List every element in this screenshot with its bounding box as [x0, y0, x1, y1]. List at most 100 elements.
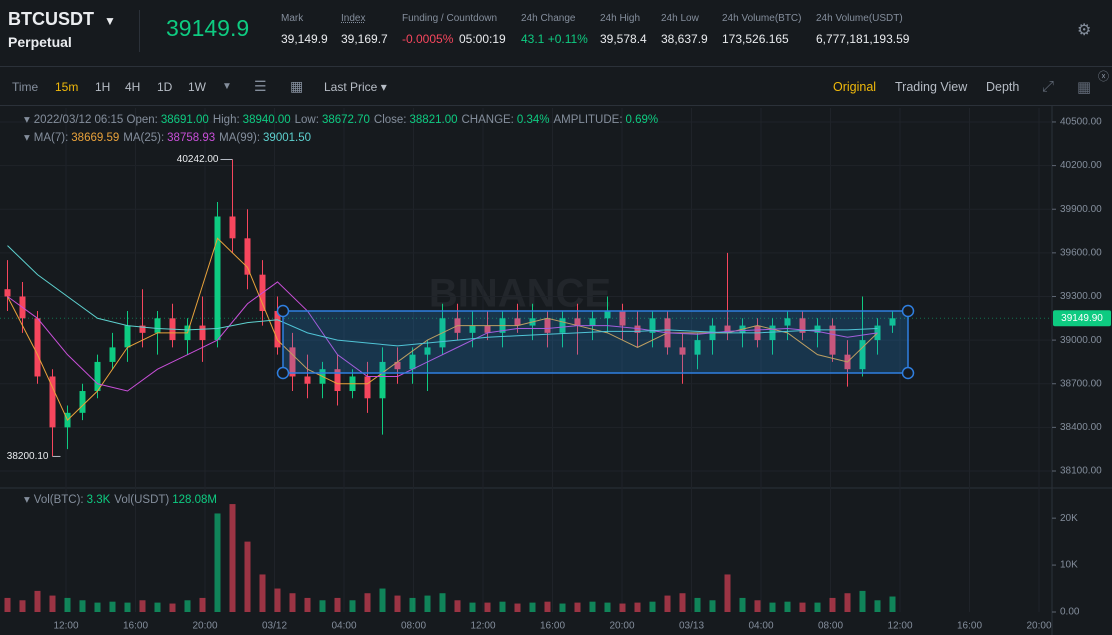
volume-legend: ▾ Vol(BTC): 3.3K Vol(USDT) 128.08M	[24, 494, 218, 506]
stat-label: 24h Volume(USDT)	[816, 13, 903, 24]
candle-body	[799, 318, 806, 333]
interval[interactable]: 1W	[188, 80, 206, 94]
box-handle	[901, 304, 915, 318]
stat-value: 173,526.165	[722, 32, 789, 46]
volume-bar	[19, 600, 26, 612]
more-intervals[interactable]: ▼	[222, 81, 232, 92]
volume-bar	[154, 602, 161, 612]
volume-bar	[589, 601, 596, 612]
candle-body	[214, 216, 221, 341]
stat-value: 39,169.7	[341, 32, 388, 46]
ma-label: MA(25):	[123, 132, 165, 144]
volume-bar	[394, 595, 401, 612]
view-tab[interactable]: Trading View	[895, 80, 968, 94]
stat-countdown: 05:00:19	[459, 32, 506, 46]
volume-bar	[109, 601, 116, 612]
volume-bar	[289, 593, 296, 612]
candle-body	[304, 376, 311, 384]
y-tick-label: 39600.00	[1060, 247, 1102, 258]
candle-date: 2022/03/12 06:15	[33, 114, 124, 126]
volume-bar	[229, 504, 236, 612]
candle-body	[679, 347, 686, 355]
view-tab[interactable]: Depth	[986, 80, 1020, 94]
stat-label: Mark	[281, 13, 304, 24]
high-label: 40242.00	[177, 154, 219, 165]
candle-body	[559, 318, 566, 333]
volume-bar	[259, 574, 266, 612]
volume-bar	[604, 602, 611, 612]
symbol-dropdown[interactable]: ▼	[104, 14, 116, 28]
candle-body	[784, 318, 791, 326]
range-box	[282, 310, 909, 374]
x-tick-label: 16:00	[123, 621, 148, 632]
x-tick-label: 04:00	[331, 621, 356, 632]
volume-bar	[409, 597, 416, 612]
volume-bar	[619, 603, 626, 612]
vol-label: Vol(BTC):	[33, 494, 84, 506]
view-tab[interactable]: Original	[833, 80, 877, 94]
interval[interactable]: 1D	[157, 80, 173, 94]
interval[interactable]: 4H	[125, 80, 141, 94]
volume-bar	[64, 597, 71, 612]
stat-value: 38,637.9	[661, 32, 708, 46]
candle-body	[724, 325, 731, 333]
volume-bar	[634, 602, 641, 612]
volume-bar	[514, 603, 521, 612]
volume-bar	[484, 602, 491, 612]
candle-body	[574, 318, 581, 326]
x-tick-label: 20:00	[1026, 621, 1051, 632]
volume-bar	[214, 513, 221, 612]
volume-bar	[439, 593, 446, 612]
fullscreen-icon[interactable]: ⤢	[1042, 78, 1055, 95]
volume-bar	[499, 601, 506, 612]
price-type[interactable]: Last Price ▾	[324, 80, 387, 94]
volume-bar	[244, 541, 251, 612]
interval[interactable]: 1H	[95, 80, 111, 94]
volume-bar	[79, 600, 86, 612]
close-icon[interactable]: ⓧ	[1098, 71, 1109, 83]
x-tick-label: 08:00	[401, 621, 426, 632]
stat-value: 39,149.9	[281, 32, 328, 46]
volume-bar	[559, 603, 566, 612]
volume-bar	[379, 588, 386, 612]
candle-body	[94, 361, 101, 392]
candle-body	[424, 347, 431, 355]
stat-label: 24h Volume(BTC)	[722, 13, 802, 24]
box-handle	[276, 304, 290, 318]
volume-bar	[469, 602, 476, 612]
interval[interactable]: 15m	[55, 80, 79, 94]
candle-body	[814, 325, 821, 333]
volume-bar	[529, 602, 536, 612]
grid-icon[interactable]: ▦	[1077, 79, 1092, 96]
y-tick-label: 40200.00	[1060, 160, 1102, 171]
candle-body	[274, 311, 281, 348]
info-value: 0.69%	[625, 114, 659, 126]
volume-bar	[124, 602, 131, 612]
info-value: 38940.00	[242, 114, 291, 126]
last-price: 39149.9	[166, 15, 250, 41]
candle-body	[484, 325, 491, 333]
candle-body	[199, 325, 206, 341]
x-tick-label: 12:00	[470, 621, 495, 632]
stat-value: 39,578.4	[600, 32, 647, 46]
stat-value: -0.0005%	[402, 32, 454, 46]
candle-body	[544, 318, 551, 333]
volume-bar	[709, 600, 716, 612]
volume-bar	[49, 595, 56, 612]
symbol[interactable]: BTCUSDT	[8, 9, 94, 29]
volume-bar	[199, 597, 206, 612]
x-tick-label: 20:00	[609, 621, 634, 632]
stat-label: 24h Change	[521, 13, 576, 24]
layout-icon[interactable]: ▦	[290, 78, 304, 94]
indicator-icon[interactable]: ☰	[254, 78, 267, 94]
settings-icon[interactable]: ⚙	[1077, 22, 1092, 39]
candle-body	[619, 311, 626, 326]
volume-bar	[754, 600, 761, 612]
stat-value: 43.1 +0.11%	[521, 32, 588, 46]
vol-label: Vol(USDT)	[114, 494, 170, 506]
candle-body	[589, 318, 596, 326]
volume-bar	[769, 602, 776, 612]
ma-value: 39001.50	[263, 132, 311, 144]
candle-body	[334, 369, 341, 392]
